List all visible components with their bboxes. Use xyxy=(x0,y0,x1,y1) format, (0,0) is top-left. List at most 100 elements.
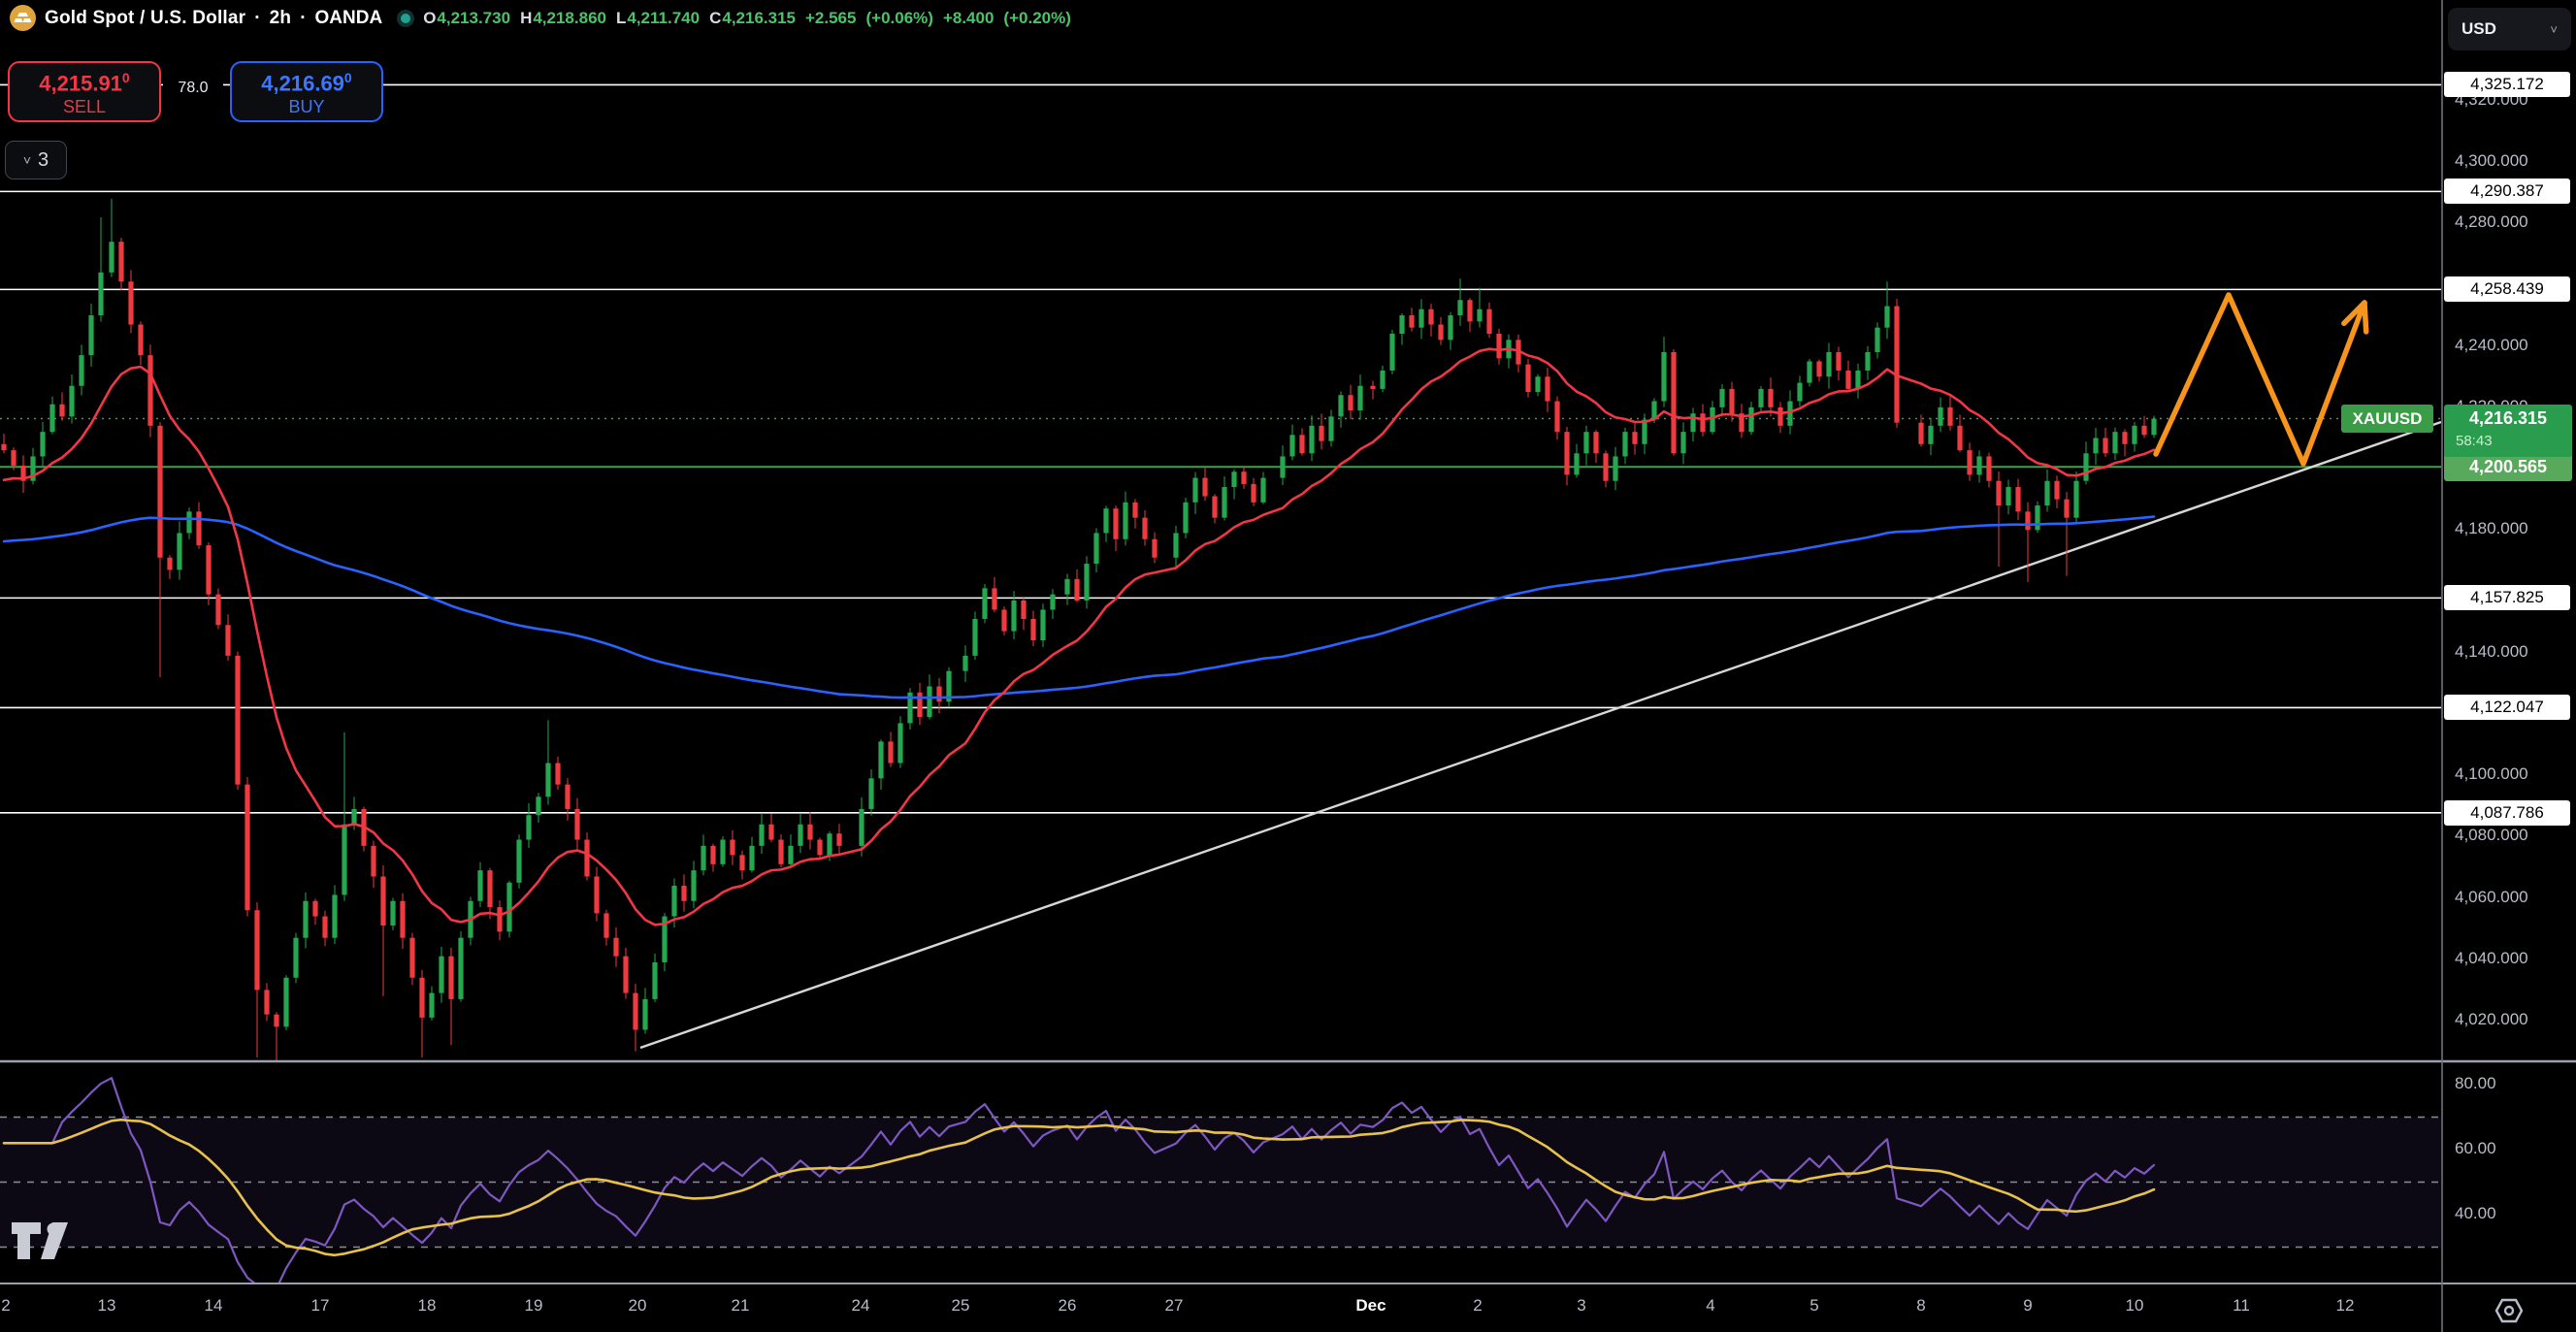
candle-body xyxy=(633,992,638,1030)
candle-body xyxy=(1957,425,1963,451)
time-tick: 9 xyxy=(2023,1296,2033,1315)
candle-body xyxy=(1241,471,1247,484)
object-tree-toggle-button[interactable]: ˅ 3 xyxy=(5,141,67,179)
candle-body xyxy=(167,557,173,570)
rsi-line xyxy=(2,1077,2156,1283)
currency-selector[interactable]: USD ˅ xyxy=(2448,8,2571,50)
support-line-price-label: 4,200.565 xyxy=(2444,453,2572,481)
candle-body xyxy=(206,545,212,595)
candle-body xyxy=(254,910,260,991)
candle-body xyxy=(448,956,454,999)
candle-body xyxy=(293,937,299,978)
candle-body xyxy=(584,839,590,877)
time-tick: 26 xyxy=(1058,1296,1077,1315)
trendline xyxy=(639,420,2441,1050)
candle-body xyxy=(749,845,755,871)
projection-arrowhead xyxy=(2341,300,2367,327)
candle-body xyxy=(1690,413,1696,433)
candle-body xyxy=(1671,351,1677,454)
candle-body xyxy=(1535,376,1541,393)
candle-body xyxy=(652,961,658,999)
rsi-pane xyxy=(0,1077,2441,1283)
candle-body xyxy=(1113,508,1119,539)
change-absolute: +2.565 xyxy=(805,8,857,27)
candle-body xyxy=(720,839,726,864)
candle-body xyxy=(1173,533,1179,558)
candle-body xyxy=(1074,578,1080,601)
candle-body xyxy=(1021,600,1027,619)
candle-body xyxy=(927,686,932,718)
candle-body xyxy=(128,281,134,325)
current-price-label: 4,216.315 58:43 xyxy=(2444,405,2572,457)
candle-body xyxy=(778,839,784,864)
candle-body xyxy=(1748,406,1754,433)
candle-body xyxy=(390,900,396,926)
candle-body xyxy=(1875,327,1880,352)
level-price-label: 4,087.786 xyxy=(2444,799,2570,826)
exchange-label[interactable]: OANDA xyxy=(314,7,383,28)
candle-body xyxy=(487,870,493,908)
candle-body xyxy=(1807,361,1812,383)
candle-body xyxy=(526,815,532,840)
candle-body xyxy=(1418,309,1424,328)
candle-body xyxy=(2064,499,2070,518)
candle-body xyxy=(1370,385,1376,389)
time-tick: 21 xyxy=(731,1296,750,1315)
candle-body xyxy=(98,272,104,316)
time-tick: 4 xyxy=(1706,1296,1715,1315)
candle-body xyxy=(946,670,952,702)
candle-body xyxy=(1152,538,1158,558)
candle-body xyxy=(1011,600,1017,632)
candle-body xyxy=(1564,432,1570,475)
candle-body xyxy=(1680,432,1686,454)
candle-body xyxy=(2073,480,2079,518)
level-price-label: 4,290.387 xyxy=(2444,179,2570,205)
symbol-title[interactable]: Gold Spot / U.S. Dollar xyxy=(45,7,246,28)
candle-body xyxy=(907,692,913,724)
level-price-label: 4,325.172 xyxy=(2444,72,2570,98)
candle-body xyxy=(1777,406,1783,426)
candle-body xyxy=(603,913,609,938)
candle-body xyxy=(917,692,923,718)
candle-body xyxy=(1894,306,1900,423)
scale-settings-icon[interactable] xyxy=(2492,1296,2527,1330)
candle-body xyxy=(1348,395,1353,411)
candle-body xyxy=(1855,370,1861,389)
candle-body xyxy=(1212,496,1218,518)
candle-body xyxy=(1797,382,1803,402)
time-tick: 14 xyxy=(204,1296,223,1315)
projection-zigzag xyxy=(2153,292,2367,467)
price-tick: 4,300.000 xyxy=(2455,151,2528,170)
interval-label[interactable]: 2h xyxy=(269,7,292,28)
sell-button[interactable]: 4,215.910 SELL xyxy=(8,61,161,122)
candle-body xyxy=(1,443,7,451)
change-percent-2: (+0.20%) xyxy=(1003,8,1071,27)
title-separator: · xyxy=(300,7,307,28)
candle-body xyxy=(1428,309,1434,325)
candle-body xyxy=(1251,483,1256,503)
candle-body xyxy=(1183,502,1189,534)
ohlc-readout: O4,213.730 H4,218.860 L4,211.740 C4,216.… xyxy=(423,8,1071,27)
candle-body xyxy=(1787,401,1793,426)
candle-body xyxy=(380,876,386,926)
candle-body xyxy=(283,977,289,1027)
candle-body xyxy=(1338,395,1344,417)
candle-body xyxy=(1729,388,1735,414)
candle-body xyxy=(2005,487,2011,506)
candle-body xyxy=(1613,456,1618,481)
tradingview-logo[interactable] xyxy=(10,1220,78,1272)
candle-body xyxy=(1593,432,1599,454)
candle-body xyxy=(59,404,65,417)
candle-body xyxy=(1132,502,1138,518)
candle-body xyxy=(681,885,687,901)
time-tick: 5 xyxy=(1810,1296,1819,1315)
candle-body xyxy=(827,833,832,856)
candle-body xyxy=(409,937,415,978)
buy-button[interactable]: 4,216.690 BUY xyxy=(230,61,383,122)
candle-body xyxy=(1545,376,1550,402)
candle-body xyxy=(1289,435,1295,457)
candle-body xyxy=(1142,517,1148,539)
candle-body xyxy=(2103,438,2108,454)
market-status-icon[interactable] xyxy=(397,9,415,27)
